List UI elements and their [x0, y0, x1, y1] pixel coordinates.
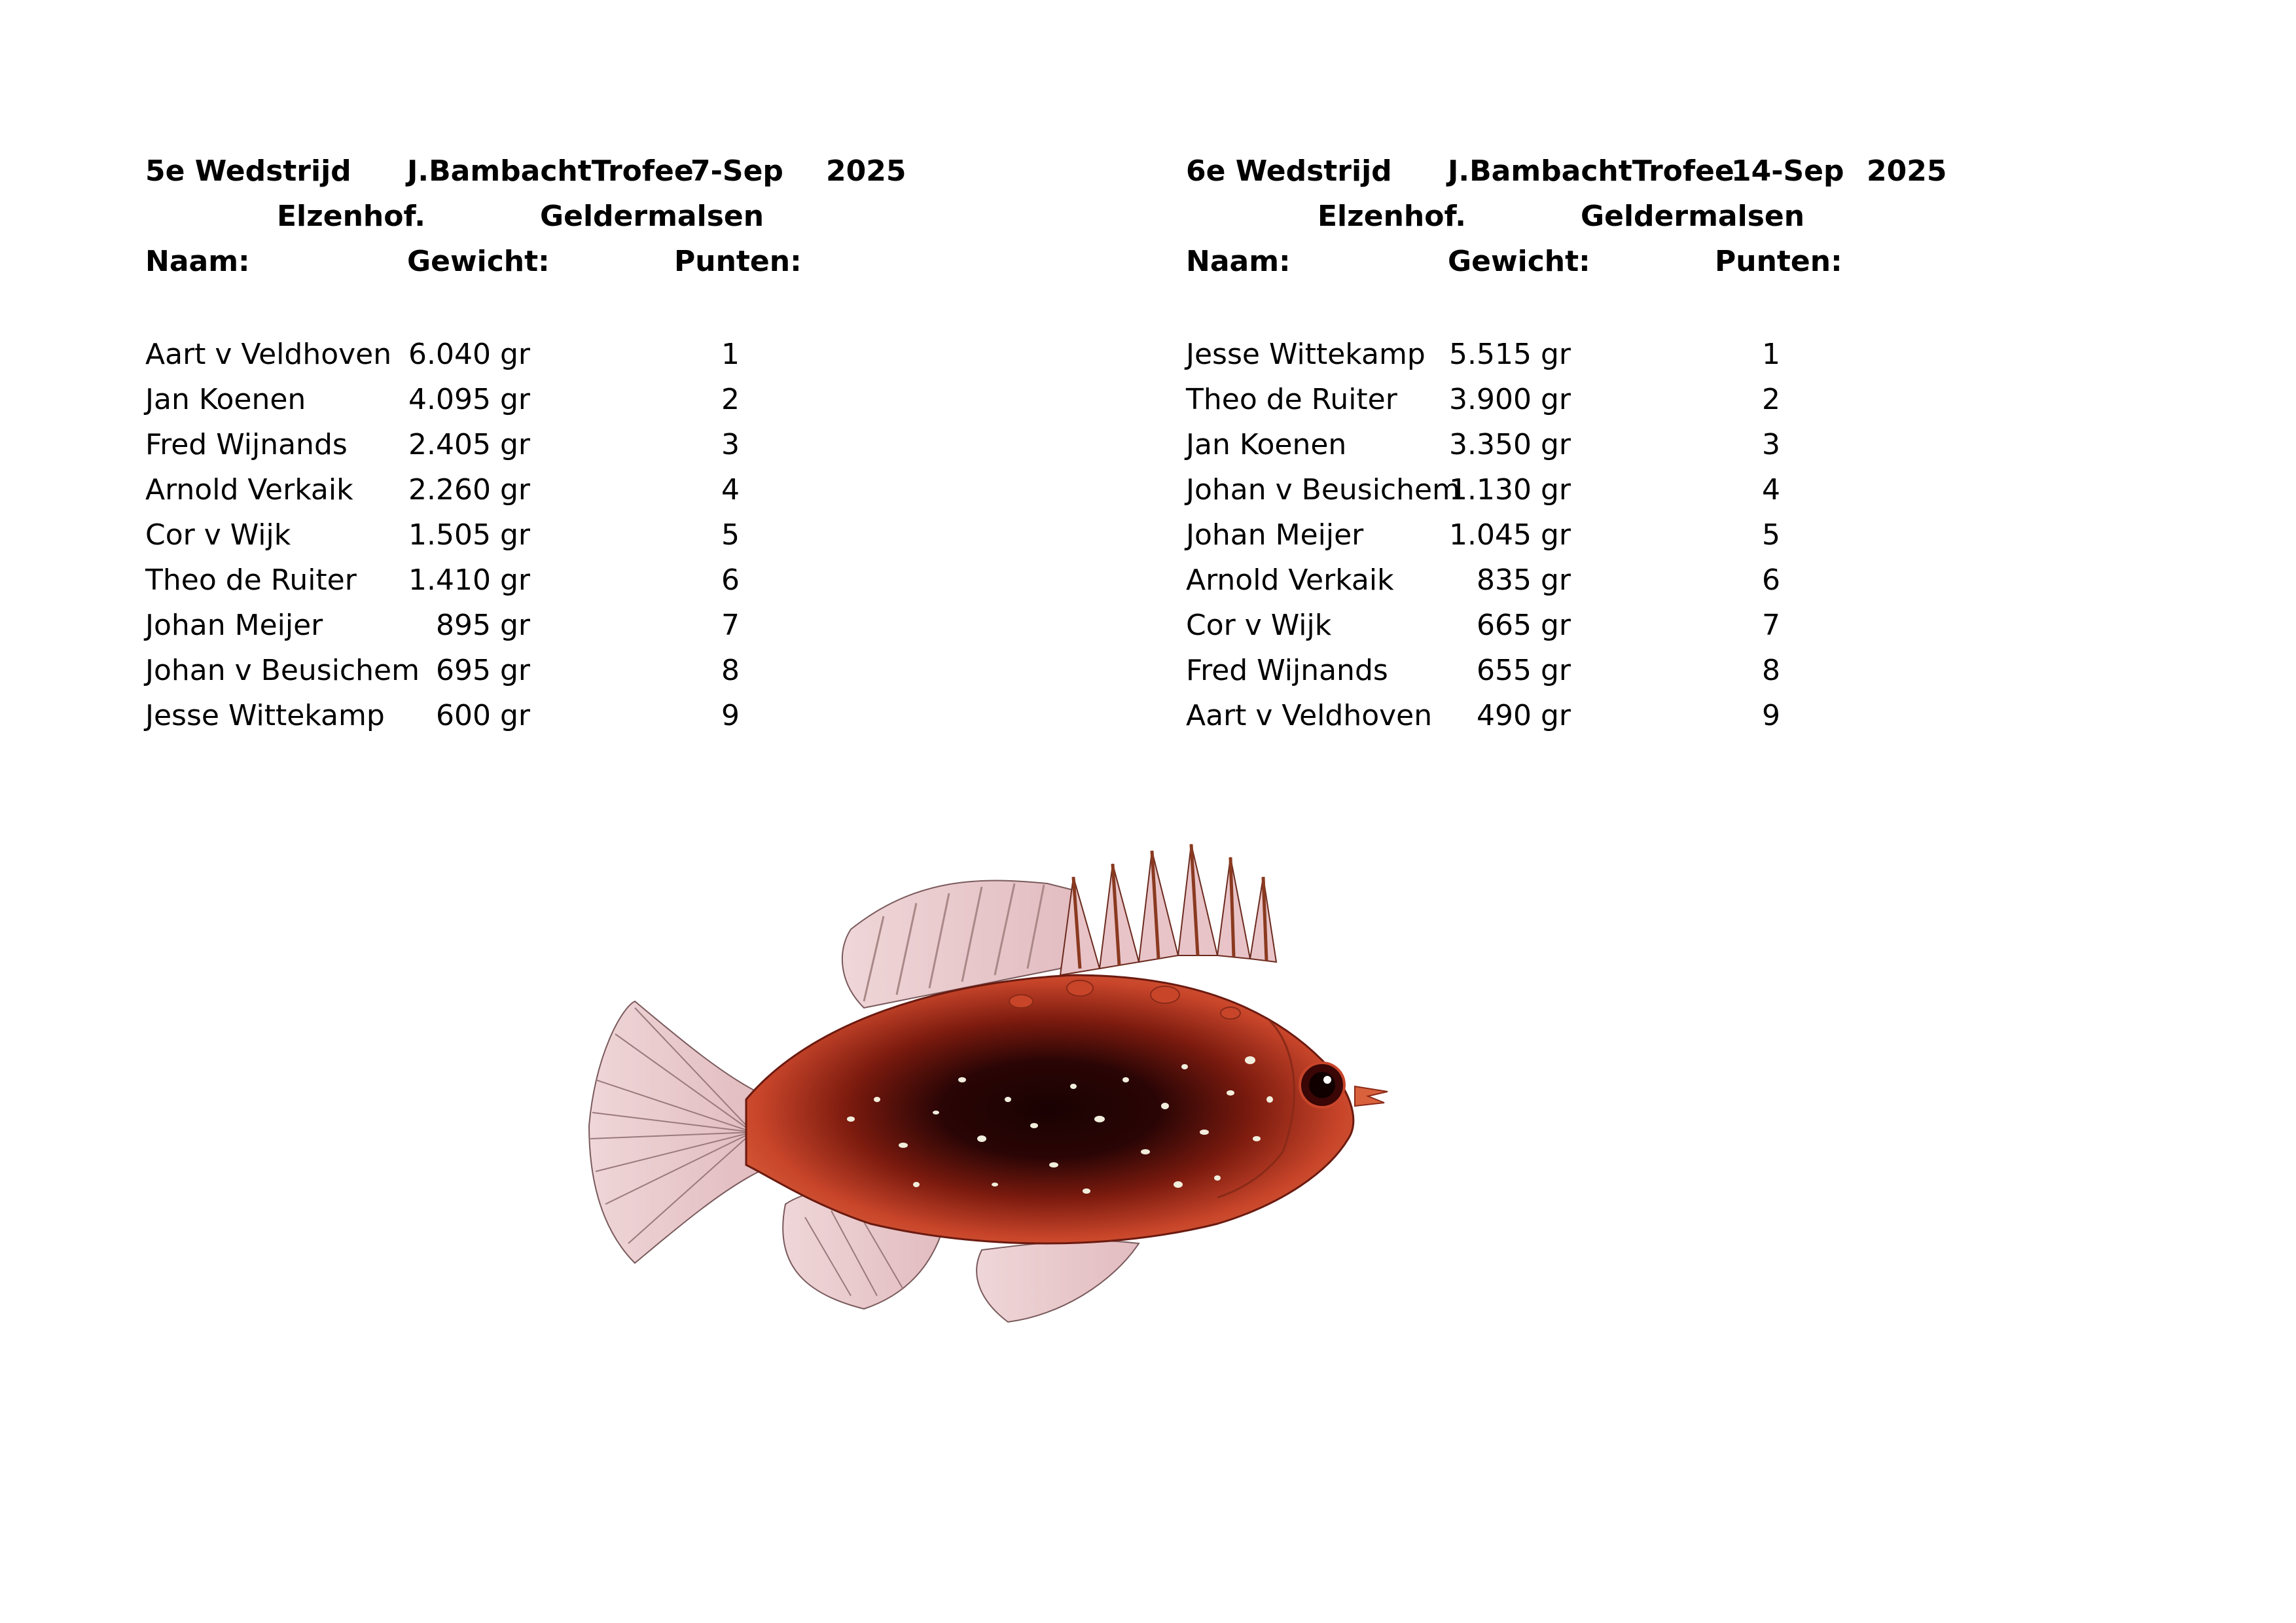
- participant-points: 5: [1762, 518, 1780, 552]
- participant-weight: 1.505 gr: [408, 518, 530, 552]
- participant-name: Johan Meijer: [1186, 518, 1364, 552]
- participant-points: 7: [1762, 609, 1780, 642]
- participant-name: Arnold Verkaik: [145, 473, 353, 507]
- participant-points: 7: [721, 609, 740, 642]
- participant-weight: 655 gr: [1477, 654, 1571, 687]
- participant-name: Fred Wijnands: [145, 428, 348, 461]
- participant-name: Cor v Wijk: [145, 518, 291, 552]
- participant-name: Johan v Beusichem: [145, 654, 420, 687]
- participant-points: 3: [1762, 428, 1780, 461]
- participant-points: 1: [721, 338, 740, 371]
- participant-points: 5: [721, 518, 740, 552]
- participant-name: Arnold Verkaik: [1186, 563, 1394, 597]
- participant-name: Johan Meijer: [145, 609, 323, 642]
- participant-name: Aart v Veldhoven: [1186, 699, 1433, 732]
- participant-weight: 895 gr: [436, 609, 530, 642]
- participant-weight: 3.900 gr: [1449, 383, 1571, 416]
- competition-date: 14-Sep: [1731, 154, 1844, 188]
- participant-points: 8: [1762, 654, 1780, 687]
- participant-weight: 2.405 gr: [408, 428, 530, 461]
- participant-weight: 1.410 gr: [408, 563, 530, 597]
- participant-points: 3: [721, 428, 740, 461]
- participant-name: Cor v Wijk: [1186, 609, 1332, 642]
- participant-name: Theo de Ruiter: [145, 563, 357, 597]
- participant-name: Johan v Beusichem: [1186, 473, 1460, 507]
- header-name: Naam:: [145, 245, 250, 278]
- competition-title: 6e Wedstrijd: [1186, 154, 1392, 188]
- competition-year: 2025: [1867, 154, 1947, 188]
- participant-points: 6: [1762, 563, 1780, 597]
- participant-points: 8: [721, 654, 740, 687]
- competition-title: 5e Wedstrijd: [145, 154, 351, 188]
- participant-weight: 5.515 gr: [1449, 338, 1571, 371]
- venue-name: Elzenhof.: [1318, 200, 1466, 233]
- participant-weight: 1.130 gr: [1449, 473, 1571, 507]
- participant-weight: 835 gr: [1477, 563, 1571, 597]
- participant-weight: 1.045 gr: [1449, 518, 1571, 552]
- participant-weight: 4.095 gr: [408, 383, 530, 416]
- venue-city: Geldermalsen: [540, 200, 764, 233]
- participant-weight: 665 gr: [1477, 609, 1571, 642]
- participant-points: 4: [1762, 473, 1780, 507]
- participant-name: Fred Wijnands: [1186, 654, 1388, 687]
- header-points: Punten:: [674, 245, 802, 278]
- participant-name: Jesse Wittekamp: [1186, 338, 1426, 371]
- header-points: Punten:: [1715, 245, 1842, 278]
- participant-name: Jesse Wittekamp: [145, 699, 385, 732]
- participant-weight: 600 gr: [436, 699, 530, 732]
- participant-points: 1: [1762, 338, 1780, 371]
- participant-points: 9: [721, 699, 740, 732]
- trophy-name: J.BambachtTrofee: [1448, 154, 1734, 188]
- header-weight: Gewicht:: [1448, 245, 1590, 278]
- participant-points: 2: [1762, 383, 1780, 416]
- participant-points: 4: [721, 473, 740, 507]
- participant-points: 6: [721, 563, 740, 597]
- fish-illustration: [588, 844, 1388, 1323]
- participant-name: Jan Koenen: [145, 383, 306, 416]
- participant-points: 2: [721, 383, 740, 416]
- competition-year: 2025: [826, 154, 906, 188]
- participant-name: Theo de Ruiter: [1186, 383, 1397, 416]
- venue-city: Geldermalsen: [1581, 200, 1805, 233]
- trophy-name: J.BambachtTrofee: [407, 154, 694, 188]
- participant-weight: 3.350 gr: [1449, 428, 1571, 461]
- participant-weight: 695 gr: [436, 654, 530, 687]
- participant-weight: 6.040 gr: [408, 338, 530, 371]
- participant-weight: 2.260 gr: [408, 473, 530, 507]
- venue-name: Elzenhof.: [277, 200, 425, 233]
- participant-points: 9: [1762, 699, 1780, 732]
- participant-name: Jan Koenen: [1186, 428, 1347, 461]
- participant-weight: 490 gr: [1477, 699, 1571, 732]
- competition-date: 7-Sep: [691, 154, 783, 188]
- participant-name: Aart v Veldhoven: [145, 338, 392, 371]
- header-weight: Gewicht:: [407, 245, 550, 278]
- header-name: Naam:: [1186, 245, 1291, 278]
